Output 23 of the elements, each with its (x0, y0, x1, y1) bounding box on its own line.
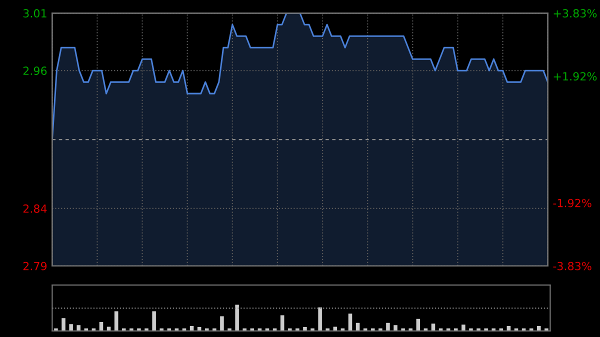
bar (386, 322, 390, 331)
bar (280, 315, 284, 331)
y2-tick-label: +1.92% (554, 72, 597, 81)
bar (303, 327, 307, 331)
bar (394, 325, 398, 331)
bar (220, 316, 224, 331)
bar (62, 318, 66, 331)
bar (348, 314, 352, 331)
bar (536, 326, 541, 331)
bar (235, 304, 239, 331)
bar (318, 307, 322, 331)
bar (462, 324, 466, 331)
y-tick-label: 2.79 (23, 262, 47, 270)
y2-tick-label: +3.83% (554, 9, 597, 18)
bar (69, 324, 73, 331)
y-tick-label: 3.01 (23, 9, 46, 18)
y2-tick-label: -1.92% (553, 198, 592, 208)
y2-tick-label: -3.83% (553, 262, 592, 270)
y-tick-label: 2.96 (23, 66, 47, 75)
bar (114, 311, 118, 331)
y-tick-label: 2.84 (23, 204, 47, 213)
bar (152, 311, 156, 331)
bar (76, 325, 80, 331)
